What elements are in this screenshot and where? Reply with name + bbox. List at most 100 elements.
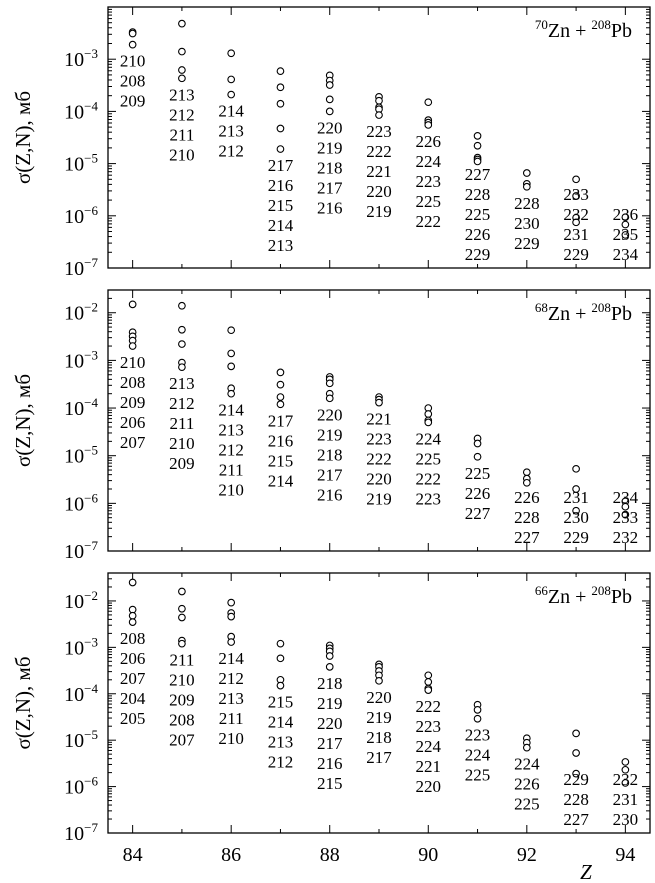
isotope-label: 233 bbox=[613, 508, 639, 527]
data-point bbox=[375, 398, 383, 407]
data-point bbox=[276, 124, 285, 133]
data-point bbox=[128, 611, 137, 620]
isotope-label: 220 bbox=[366, 470, 392, 489]
data-point bbox=[276, 380, 285, 389]
data-point bbox=[375, 676, 383, 685]
data-point bbox=[276, 681, 285, 690]
isotope-label: 224 bbox=[514, 755, 540, 774]
isotope-label: 217 bbox=[317, 734, 343, 753]
x-tick-label: 86 bbox=[221, 844, 241, 866]
isotope-label: 226 bbox=[416, 132, 442, 151]
isotope-label: 228 bbox=[514, 508, 540, 527]
x-axis-label: Z bbox=[580, 860, 592, 883]
data-point bbox=[276, 99, 285, 108]
data-point bbox=[227, 389, 236, 398]
isotope-label: 212 bbox=[169, 394, 195, 413]
data-point bbox=[227, 598, 236, 607]
data-point bbox=[325, 394, 334, 403]
isotope-label: 228 bbox=[465, 185, 491, 204]
data-point bbox=[572, 192, 580, 200]
isotope-label: 236 bbox=[613, 205, 639, 224]
isotope-label: 210 bbox=[120, 353, 146, 372]
isotope-label: 231 bbox=[563, 488, 589, 507]
isotope-label: 208 bbox=[120, 72, 146, 91]
isotope-label: 219 bbox=[317, 694, 343, 713]
isotope-label: 229 bbox=[563, 770, 589, 789]
isotope-label: 218 bbox=[317, 674, 343, 693]
isotope-label: 206 bbox=[120, 413, 146, 432]
data-point bbox=[621, 765, 630, 774]
isotope-label: 229 bbox=[563, 528, 589, 547]
data-point bbox=[424, 671, 433, 680]
isotope-label: 217 bbox=[317, 465, 343, 484]
isotope-label: 219 bbox=[317, 425, 343, 444]
isotope-label: 215 bbox=[317, 774, 343, 793]
isotope-label: 220 bbox=[317, 714, 343, 733]
isotope-label: 214 bbox=[218, 102, 244, 121]
data-point bbox=[424, 418, 433, 427]
isotope-label: 224 bbox=[416, 152, 442, 171]
data-point bbox=[128, 40, 137, 49]
isotope-label: 223 bbox=[416, 717, 442, 736]
isotope-label: 219 bbox=[366, 708, 392, 727]
data-point bbox=[473, 132, 482, 140]
data-point bbox=[473, 141, 482, 150]
isotope-label: 221 bbox=[416, 757, 442, 776]
isotope-label: 217 bbox=[268, 411, 294, 430]
y-tick-label: 10−5 bbox=[64, 151, 98, 176]
isotope-label: 219 bbox=[366, 202, 392, 221]
data-point bbox=[522, 182, 531, 191]
data-point bbox=[572, 485, 580, 493]
isotope-label: 211 bbox=[169, 125, 194, 144]
data-point bbox=[522, 468, 531, 477]
data-point bbox=[276, 145, 285, 153]
y-axis-label: σ(Z,N), мб bbox=[11, 656, 35, 749]
isotope-label: 207 bbox=[120, 669, 146, 688]
isotope-label: 214 bbox=[268, 713, 294, 732]
isotope-label: 221 bbox=[366, 162, 392, 181]
isotope-label: 224 bbox=[416, 737, 442, 756]
data-point bbox=[178, 301, 186, 310]
isotope-label: 214 bbox=[268, 216, 294, 235]
data-point bbox=[178, 66, 186, 74]
data-point bbox=[227, 349, 236, 358]
isotope-label: 210 bbox=[120, 52, 146, 71]
isotope-label: 232 bbox=[613, 770, 639, 789]
data-point bbox=[375, 111, 383, 119]
isotope-label: 230 bbox=[613, 810, 639, 829]
data-point bbox=[621, 510, 630, 519]
y-tick-label: 10−2 bbox=[64, 588, 98, 613]
isotope-label: 219 bbox=[366, 490, 392, 509]
data-point bbox=[276, 400, 285, 409]
y-tick-label: 10−5 bbox=[64, 727, 98, 752]
isotope-label: 229 bbox=[514, 234, 540, 253]
data-point bbox=[621, 779, 630, 787]
isotope-label: 223 bbox=[416, 172, 442, 191]
data-point bbox=[473, 157, 482, 166]
isotope-label: 220 bbox=[416, 777, 442, 796]
data-point bbox=[227, 638, 236, 646]
data-point bbox=[572, 769, 580, 778]
isotope-label: 222 bbox=[416, 212, 442, 231]
data-point bbox=[178, 363, 186, 372]
isotope-label: 212 bbox=[218, 142, 244, 161]
isotope-label: 207 bbox=[169, 731, 195, 750]
isotope-label: 232 bbox=[563, 205, 589, 224]
isotope-label: 213 bbox=[268, 733, 294, 752]
isotope-label: 223 bbox=[366, 430, 392, 449]
isotope-label: 214 bbox=[268, 471, 294, 490]
isotope-label: 216 bbox=[317, 754, 343, 773]
isotope-label: 224 bbox=[416, 429, 442, 448]
data-point bbox=[276, 67, 285, 76]
data-point bbox=[128, 342, 137, 350]
isotope-label: 213 bbox=[218, 122, 244, 141]
isotope-label: 210 bbox=[218, 481, 244, 500]
isotope-label: 213 bbox=[218, 689, 244, 708]
isotope-label: 222 bbox=[366, 450, 392, 469]
data-point bbox=[227, 49, 236, 58]
y-tick-label: 10−5 bbox=[64, 443, 98, 468]
isotope-label: 230 bbox=[563, 508, 589, 527]
isotope-label: 212 bbox=[218, 441, 244, 460]
data-point bbox=[375, 96, 383, 105]
data-point bbox=[424, 121, 433, 129]
